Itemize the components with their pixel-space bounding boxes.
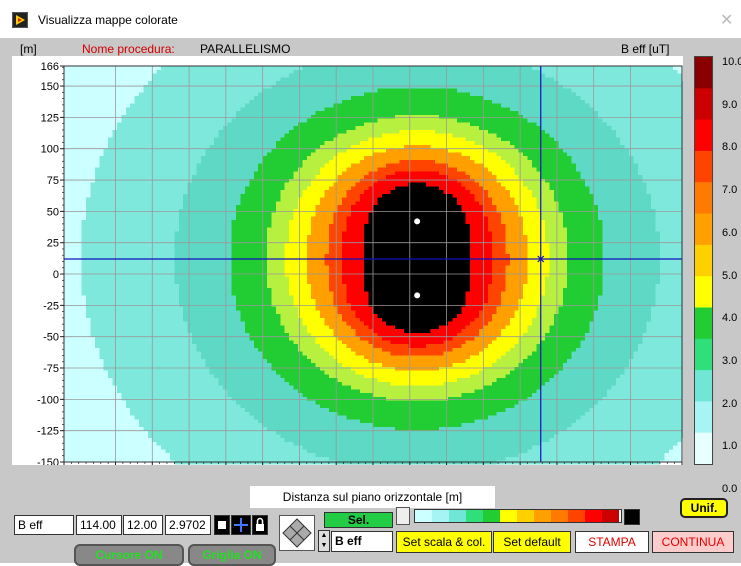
unif-button[interactable]: Unif. — [680, 498, 728, 518]
x-axis-title: Distanza sul piano orizzontale [m] — [250, 486, 495, 508]
legend-swatch — [415, 510, 432, 522]
window-title: Visualizza mappe colorate — [38, 13, 178, 27]
legend-swatches — [414, 509, 622, 523]
scale-band — [695, 307, 712, 340]
readout-x: 114.00 — [76, 515, 122, 535]
title-bar: Visualizza mappe colorate ✕ — [0, 0, 741, 38]
legend-swatch — [551, 510, 568, 522]
x-axis: -210-175-150-125-100-75-50-2502550751001… — [63, 462, 683, 465]
scale-band — [695, 119, 712, 152]
lock-icon[interactable] — [252, 515, 268, 535]
legend-swatch — [500, 510, 517, 522]
legend-swatch — [466, 510, 483, 522]
direction-pad[interactable] — [279, 515, 315, 551]
quantity-select[interactable]: B eff — [331, 531, 393, 552]
y-tick-label: 150 — [41, 81, 59, 93]
quantity-spinner[interactable]: ▲ ▼ — [318, 530, 330, 552]
legend-swatch — [449, 510, 466, 522]
scale-tick-label: 9.0 — [722, 98, 738, 111]
color-scale-bar[interactable] — [694, 56, 713, 465]
y-tick-label: -75 — [43, 363, 59, 375]
cursor-style-icon[interactable] — [214, 515, 230, 535]
scale-tick-label: 8.0 — [722, 141, 738, 154]
scale-band — [695, 370, 712, 402]
scale-tick-label: 5.0 — [722, 269, 738, 282]
print-button[interactable]: STAMPA — [575, 531, 649, 553]
scale-tick-label: 10.0 — [722, 56, 741, 68]
color-scale-labels: 10.0 9.0 8.0 7.0 6.0 5.0 4.0 3.0 2.0 1.0 0.0 — [719, 0, 741, 563]
y-tick-label: -50 — [43, 332, 59, 344]
scale-tick-label: 3.0 — [722, 354, 738, 367]
set-scale-button[interactable]: Set scala & col. — [396, 531, 492, 553]
legend-swatch — [585, 510, 602, 522]
conductor-marker — [414, 292, 421, 299]
scale-band — [695, 213, 712, 246]
legend-swatch — [483, 510, 500, 522]
color-map-plot[interactable]: 166 150 125 100 75 50 25 0 -25 -50 -75 -100 -125 -150… — [12, 56, 683, 465]
app-icon — [12, 12, 28, 28]
scale-band — [695, 182, 712, 215]
scale-band — [695, 57, 712, 89]
conductor-marker — [414, 218, 421, 225]
scale-tick-label: 4.0 — [722, 312, 738, 325]
scale-band — [695, 244, 712, 277]
legend-swatch — [432, 510, 449, 522]
grid-toggle-button[interactable]: Griglia ON — [188, 544, 276, 566]
close-icon[interactable]: ✕ — [720, 12, 734, 29]
scale-tick-label: 7.0 — [722, 184, 738, 197]
y-tick-label: 125 — [41, 112, 59, 124]
field-contours — [81, 66, 683, 465]
continue-button[interactable]: CONTINUA — [652, 531, 734, 553]
y-tick-label: 0 — [53, 269, 59, 281]
legend-swatch — [517, 510, 534, 522]
slider-handle[interactable] — [396, 507, 410, 525]
y-tick-label: 75 — [47, 175, 59, 187]
scale-band — [695, 276, 712, 308]
legend-swatch — [602, 510, 619, 522]
scale-band — [695, 88, 712, 121]
y-tick-label: -150 — [37, 457, 59, 465]
sel-button[interactable]: Sel. — [324, 512, 393, 528]
scale-tick-label: 6.0 — [722, 226, 738, 239]
readout-value: 2.9702 — [165, 515, 211, 535]
quantity-label: B eff [uT] — [621, 42, 670, 56]
scale-band — [695, 338, 712, 371]
map-area[interactable] — [63, 65, 683, 465]
y-tick-label: -25 — [43, 300, 59, 312]
procedure-name: PARALLELISMO — [200, 42, 291, 56]
contour-band-8 — [364, 182, 471, 333]
readout-field-name: B eff — [14, 515, 74, 535]
scale-tick-label: 2.0 — [722, 397, 738, 410]
y-tick-label: 50 — [47, 206, 59, 218]
cursor-toggle-button[interactable]: Cursore ON — [74, 544, 184, 566]
y-tick-label: -125 — [37, 426, 59, 438]
cursor-marker — [537, 255, 545, 263]
max-color-swatch[interactable] — [624, 509, 640, 525]
y-tick-label: -100 — [37, 394, 59, 406]
y-tick-label: 166 — [41, 61, 59, 73]
y-tick-label: 100 — [41, 144, 59, 156]
scale-band — [695, 401, 712, 434]
cursor-crosshair[interactable] — [64, 66, 682, 462]
y-tick-label: 25 — [47, 238, 59, 250]
y-unit-label: [m] — [20, 42, 37, 56]
procedure-label: Nome procedura: — [82, 42, 175, 56]
scale-band — [695, 432, 712, 465]
legend-swatch — [568, 510, 585, 522]
cursor-color-icon[interactable] — [231, 515, 251, 535]
conductors — [414, 218, 421, 299]
scale-tick-label: 1.0 — [722, 440, 738, 453]
scale-band — [695, 150, 712, 183]
scale-tick-label: 0.0 — [722, 483, 738, 495]
readout-y: 12.00 — [123, 515, 163, 535]
set-default-button[interactable]: Set default — [493, 531, 571, 553]
legend-swatch — [534, 510, 551, 522]
y-axis: 166 150 125 100 75 50 25 0 -25 -50 -75 -100 -125 -150 — [37, 61, 64, 465]
